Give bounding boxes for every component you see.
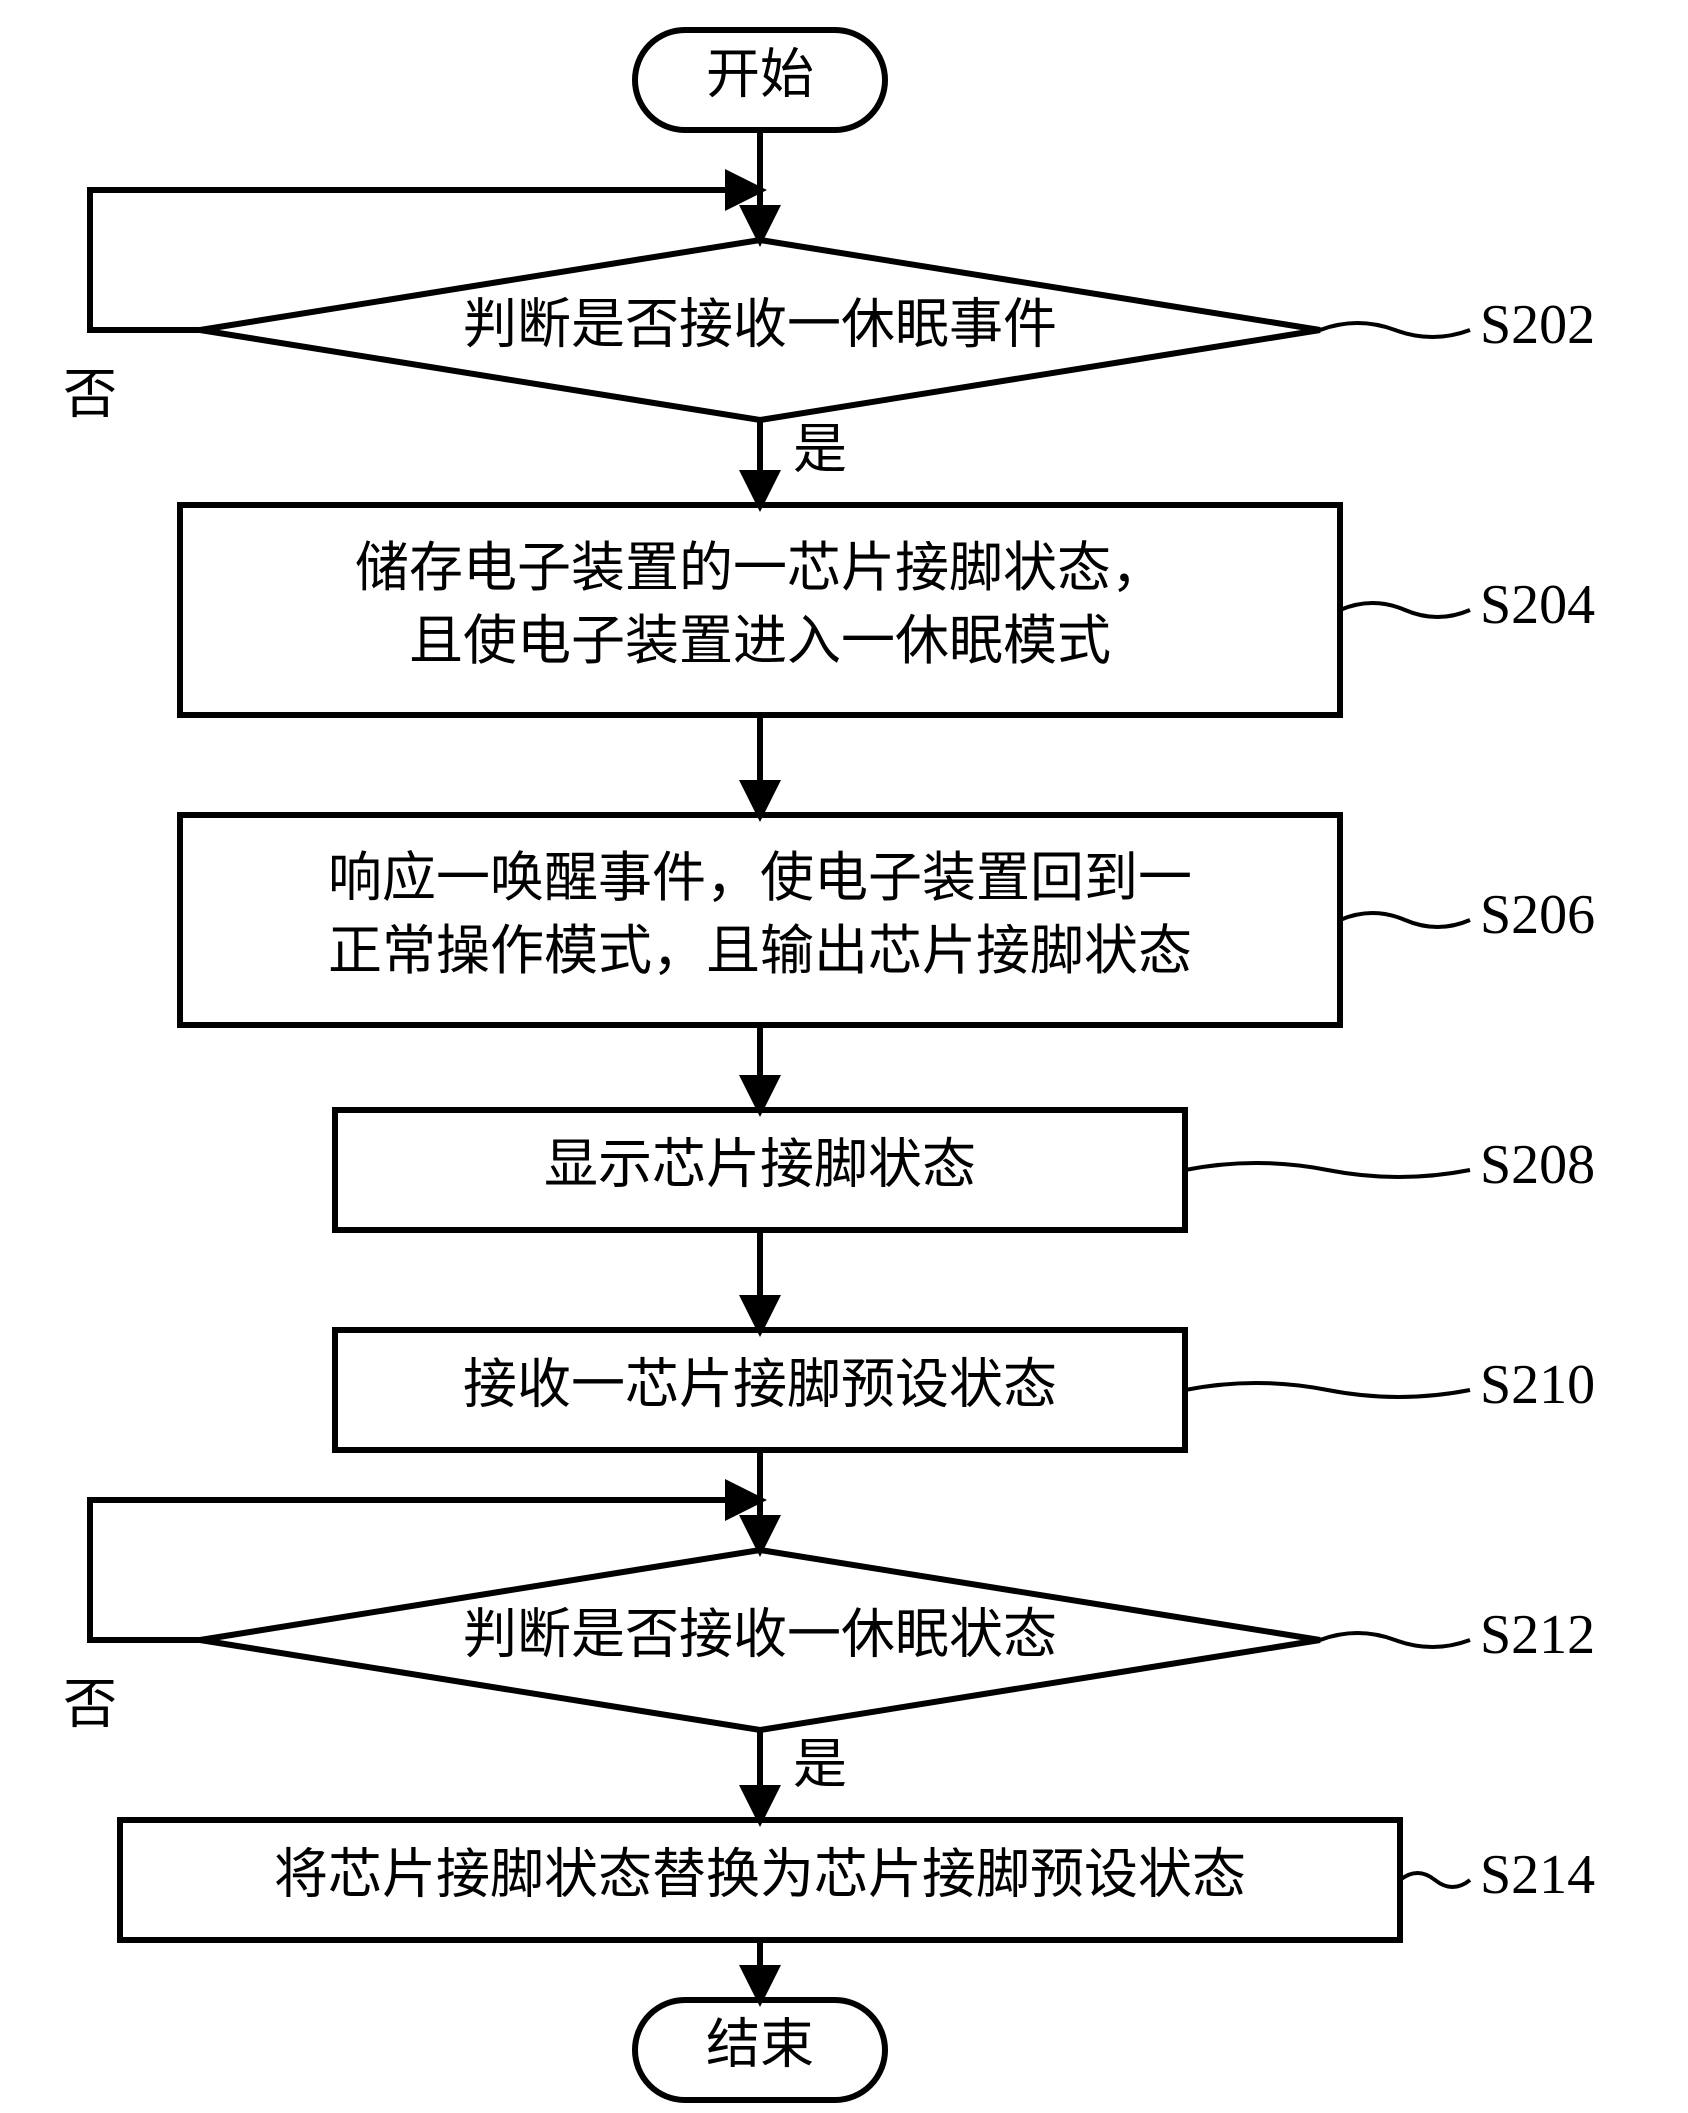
label-connector-p5 — [1400, 1873, 1470, 1887]
node-p3-text-0: 显示芯片接脚状态 — [544, 1134, 976, 1194]
step-label-p5: S214 — [1480, 1844, 1595, 1906]
node-start-text-0: 开始 — [706, 44, 814, 104]
node-p1-text-0: 储存电子装置的一芯片接脚状态， — [355, 538, 1165, 598]
node-d1-text-0: 判断是否接收一休眠事件 — [463, 294, 1057, 354]
step-label-p4: S210 — [1480, 1354, 1595, 1416]
label-connector-d2 — [1320, 1633, 1470, 1647]
label-connector-p1 — [1340, 603, 1470, 617]
node-p2-text-0: 响应一唤醒事件，使电子装置回到一 — [328, 848, 1192, 908]
step-label-d2: S212 — [1480, 1604, 1595, 1666]
node-p4-text-0: 接收一芯片接脚预设状态 — [463, 1354, 1057, 1414]
edge-d1-p1-label: 是 — [793, 419, 847, 479]
edge-d2-loop-label: 否 — [63, 1674, 117, 1734]
label-connector-p4 — [1185, 1383, 1470, 1397]
label-connector-d1 — [1320, 323, 1470, 337]
step-label-p3: S208 — [1480, 1134, 1595, 1196]
node-p2-text-1: 正常操作模式，且输出芯片接脚状态 — [328, 921, 1192, 981]
step-label-d1: S202 — [1480, 294, 1595, 356]
node-p1-text-1: 且使电子装置进入一休眠模式 — [409, 611, 1111, 671]
label-connector-p2 — [1340, 913, 1470, 927]
node-d2-text-0: 判断是否接收一休眠状态 — [463, 1604, 1057, 1664]
label-connector-p3 — [1185, 1163, 1470, 1177]
edge-d2-p5-label: 是 — [793, 1734, 847, 1794]
step-label-p1: S204 — [1480, 574, 1595, 636]
flowchart-canvas: 是否是否开始判断是否接收一休眠事件储存电子装置的一芯片接脚状态，且使电子装置进入… — [0, 0, 1688, 2113]
node-end-text-0: 结束 — [706, 2014, 814, 2074]
step-label-p2: S206 — [1480, 884, 1595, 946]
edge-d1-loop-label: 否 — [63, 364, 117, 424]
node-p5-text-0: 将芯片接脚状态替换为芯片接脚预设状态 — [274, 1844, 1246, 1904]
